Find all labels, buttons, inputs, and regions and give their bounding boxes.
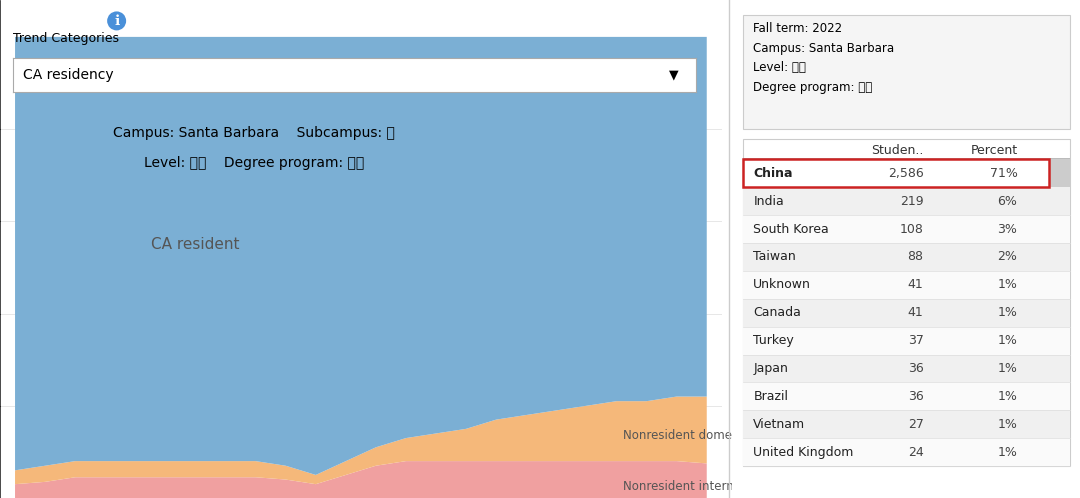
Bar <box>743 158 1069 159</box>
Text: 41: 41 <box>908 278 923 291</box>
Text: 3%: 3% <box>998 223 1017 236</box>
Text: 27: 27 <box>907 418 923 431</box>
Bar <box>743 382 1069 410</box>
Text: Turkey: Turkey <box>754 334 794 347</box>
Text: 2%: 2% <box>998 250 1017 263</box>
Text: Percent: Percent <box>970 144 1017 157</box>
Text: 1%: 1% <box>998 390 1017 403</box>
Text: 2,586: 2,586 <box>888 167 923 180</box>
Text: CA residency: CA residency <box>23 68 113 82</box>
Bar <box>743 438 1069 466</box>
Text: 36: 36 <box>908 362 923 375</box>
Bar <box>743 410 1069 438</box>
Text: Campus: Santa Barbara    Subcampus: 无: Campus: Santa Barbara Subcampus: 无 <box>113 126 394 140</box>
Text: Vietnam: Vietnam <box>754 418 806 431</box>
Text: Brazil: Brazil <box>754 390 788 403</box>
Text: 219: 219 <box>900 195 923 208</box>
Text: China: China <box>754 167 793 180</box>
Bar <box>743 215 1069 243</box>
Text: 37: 37 <box>907 334 923 347</box>
Bar <box>743 243 1069 271</box>
Text: 24: 24 <box>908 446 923 459</box>
Text: 1%: 1% <box>998 446 1017 459</box>
Text: Taiwan: Taiwan <box>754 250 796 263</box>
Text: 88: 88 <box>907 250 923 263</box>
Bar <box>743 355 1069 382</box>
Bar <box>743 187 1069 215</box>
Text: Japan: Japan <box>754 362 788 375</box>
Bar <box>743 327 1069 355</box>
Text: Unknown: Unknown <box>754 278 811 291</box>
Text: 41: 41 <box>908 306 923 319</box>
Text: 1%: 1% <box>998 418 1017 431</box>
Text: South Korea: South Korea <box>754 223 829 236</box>
Bar <box>1049 159 1069 187</box>
Bar <box>743 159 1049 187</box>
Text: ▼: ▼ <box>669 69 678 82</box>
Text: 1%: 1% <box>998 362 1017 375</box>
Text: United Kingdom: United Kingdom <box>754 446 853 459</box>
Bar <box>743 299 1069 327</box>
Text: Fall term: 2022
Campus: Santa Barbara
Level: 全部
Degree program: 全部: Fall term: 2022 Campus: Santa Barbara Le… <box>754 22 894 94</box>
Bar <box>743 15 1069 129</box>
Text: 71%: 71% <box>989 167 1017 180</box>
Text: Canada: Canada <box>754 306 801 319</box>
Bar <box>743 139 1069 466</box>
Text: CA resident: CA resident <box>151 237 240 252</box>
Text: Studen..: Studen.. <box>872 144 923 157</box>
Text: India: India <box>754 195 784 208</box>
Text: 1%: 1% <box>998 306 1017 319</box>
Text: 108: 108 <box>900 223 923 236</box>
Text: Trend Categories: Trend Categories <box>13 32 119 45</box>
Text: 36: 36 <box>908 390 923 403</box>
Text: Nonresident domestic: Nonresident domestic <box>622 429 752 442</box>
Bar <box>743 271 1069 299</box>
Text: Nonresident international: Nonresident international <box>622 480 774 493</box>
Text: 1%: 1% <box>998 334 1017 347</box>
Text: 6%: 6% <box>998 195 1017 208</box>
Text: 1%: 1% <box>998 278 1017 291</box>
Text: ℹ: ℹ <box>114 14 119 28</box>
Text: Level: 全部    Degree program: 全部: Level: 全部 Degree program: 全部 <box>144 156 364 170</box>
